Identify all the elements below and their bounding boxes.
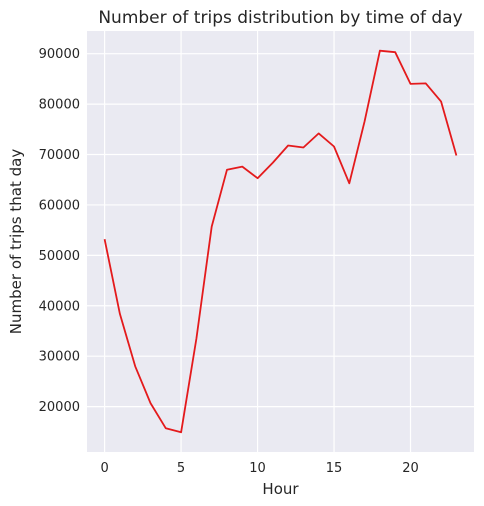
x-tick-label: 20 [402,461,419,476]
y-tick-label: 20000 [39,400,80,415]
x-tick-label: 0 [100,461,108,476]
series-line [103,49,458,434]
chart-title: Number of trips distribution by time of … [98,8,462,28]
x-tick-label: 5 [177,461,185,476]
y-tick-label: 80000 [39,98,80,113]
y-tick-label: 40000 [39,299,80,314]
x-tick-label: 10 [249,461,266,476]
y-tick-label: 60000 [39,198,80,213]
x-axis-label: Hour [262,480,299,498]
tick-labels: 0 5 10 15 20 20000 30000 40000 50000 60000 70000 80… [39,47,419,476]
y-tick-label: 70000 [39,148,80,163]
plot-background [87,31,474,452]
y-axis-label: Number of trips that day [7,149,25,335]
x-tick-label: 15 [326,461,343,476]
y-tick-label: 30000 [39,350,80,365]
y-tick-label: 90000 [39,47,80,62]
y-tick-label: 50000 [39,249,80,264]
